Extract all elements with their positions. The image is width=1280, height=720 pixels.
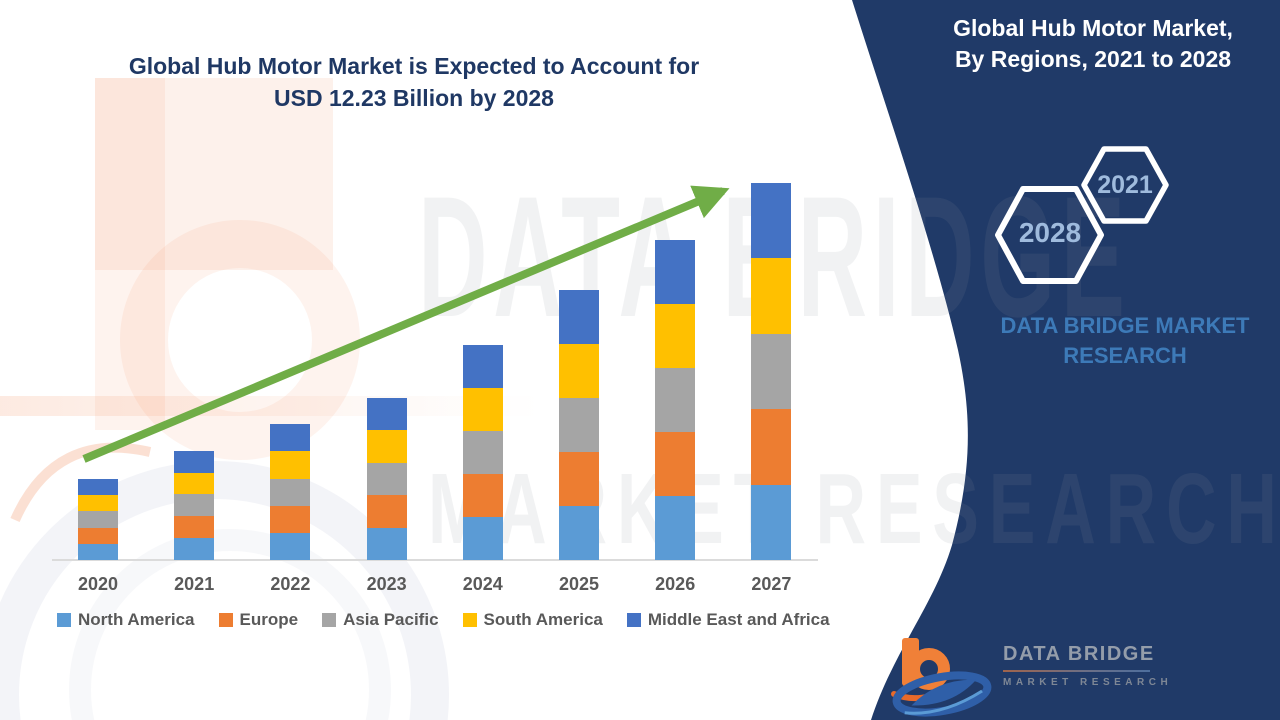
bar-segment-2023-north-america [366,527,407,560]
legend-label: Middle East and Africa [647,610,830,629]
bar-segment-2021-south-america [174,472,215,495]
bar-segment-2022-middle-east-and-africa [270,424,311,452]
bar-segment-2020-middle-east-and-africa [78,478,118,496]
bar-segment-2020-europe [78,527,118,544]
hexagon-year-2021: 2021 [1097,171,1153,199]
sidebar-brand-line1: DATA BRIDGE MARKET [1000,313,1250,338]
bar-segment-2027-middle-east-and-africa [751,183,792,259]
legend-swatch [322,613,337,627]
legend-item-north-america: North America [57,610,195,630]
legend-label: South America [483,610,603,629]
bar-segment-2026-asia-pacific [655,367,696,432]
x-axis-label-2020: 2020 [77,574,119,594]
legend-label: North America [78,610,195,629]
chart-title-line1: Global Hub Motor Market is Expected to A… [128,53,700,79]
bar-segment-2025-middle-east-and-africa [559,290,599,345]
legend-item-middle-east-and-africa: Middle East and Africa [626,610,830,630]
sidebar-brand-line2: RESEARCH [1063,343,1187,368]
bar-segment-2024-middle-east-and-africa [462,345,503,389]
logo-name-text: DATA BRIDGE [1003,643,1155,665]
bar-segment-2021-north-america [174,538,215,560]
bar-segment-2024-south-america [462,388,503,432]
x-axis-label-2024: 2024 [462,574,503,594]
x-axis-label-2023: 2023 [366,574,407,594]
bar-segment-2025-europe [559,452,599,507]
bar-segment-2022-north-america [270,532,311,560]
legend-item-asia-pacific: Asia Pacific [322,610,439,630]
bar-segment-2022-europe [270,505,311,533]
bar-segment-2025-south-america [559,344,599,399]
bar-segment-2024-europe [462,474,503,517]
x-axis-label-2022: 2022 [270,574,311,594]
bar-segment-2026-middle-east-and-africa [655,239,696,304]
x-axis-line [52,559,818,561]
sidebar-title: Global Hub Motor Market, By Regions, 202… [928,13,1258,75]
bar-segment-2020-north-america [78,543,118,560]
bar-segment-2023-asia-pacific [366,462,407,496]
x-axis-label-2025: 2025 [558,574,600,594]
sidebar-title-line1: Global Hub Motor Market, [953,15,1233,41]
legend-label: Europe [239,610,299,629]
x-axis-label-2027: 2027 [751,574,792,594]
bar-segment-2026-north-america [655,495,696,560]
x-axis-label-2026: 2026 [655,574,696,594]
bar-segment-2023-middle-east-and-africa [366,397,407,431]
legend-swatch [218,613,233,627]
bar-segment-2027-south-america [751,258,792,334]
legend-swatch [462,613,477,627]
sidebar-brand-text: DATA BRIDGE MARKET RESEARCH [985,311,1265,371]
bar-segment-2025-north-america [559,506,599,560]
bar-segment-2024-north-america [462,517,503,560]
sidebar-title-line2: By Regions, 2021 to 2028 [954,46,1232,72]
x-axis-label-2021: 2021 [174,574,215,594]
logo-divider-rule [1003,670,1150,672]
legend-item-europe: Europe [218,610,299,630]
bar-segment-2025-asia-pacific [559,398,599,453]
bar-segment-2020-asia-pacific [78,511,118,528]
bar-segment-2027-asia-pacific [751,333,792,410]
chart-title: Global Hub Motor Market is Expected to A… [58,50,770,114]
bar-segment-2026-south-america [655,303,696,368]
logo-subtitle-text: MARKET RESEARCH [1003,677,1173,688]
bar-segment-2027-europe [751,409,792,485]
chart-title-line2: USD 12.23 Billion by 2028 [274,85,554,111]
bar-segment-2021-asia-pacific [174,494,215,517]
bar-segment-2026-europe [655,431,696,496]
bar-segment-2024-asia-pacific [462,431,503,475]
legend-swatch [626,613,641,627]
bar-segment-2023-europe [366,495,407,528]
bar-segment-2023-south-america [366,430,407,463]
bar-segment-2021-europe [174,516,215,539]
bar-segment-2022-south-america [270,451,311,479]
bar-segment-2021-middle-east-and-africa [174,450,215,473]
legend-label: Asia Pacific [343,610,439,629]
legend-swatch [57,613,71,627]
legend-item-south-america: South America [462,610,603,630]
chart-legend: North America Europe Asia Pacific South Ame… [57,610,830,630]
hexagon-year-2028: 2028 [1018,217,1082,248]
bar-segment-2022-asia-pacific [270,478,311,506]
data-bridge-logo-icon [891,638,992,717]
bar-segment-2027-north-america [751,484,792,560]
bar-segment-2020-south-america [78,495,118,512]
